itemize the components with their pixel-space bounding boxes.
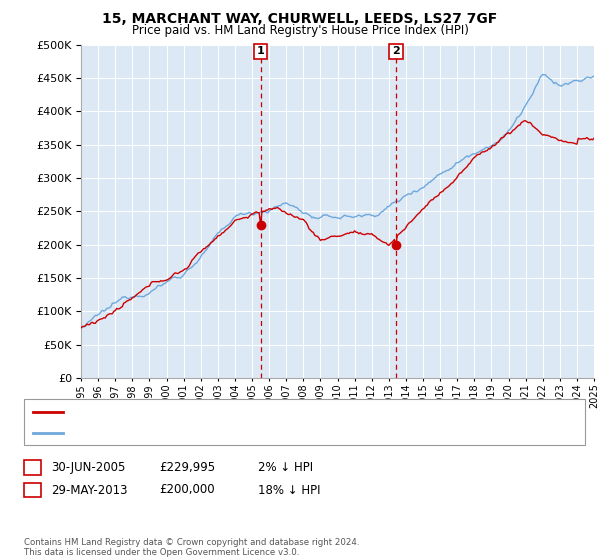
Text: 2: 2: [28, 483, 37, 497]
Text: 15, MARCHANT WAY, CHURWELL, LEEDS, LS27 7GF (detached house): 15, MARCHANT WAY, CHURWELL, LEEDS, LS27 …: [69, 407, 428, 417]
Text: 15, MARCHANT WAY, CHURWELL, LEEDS, LS27 7GF: 15, MARCHANT WAY, CHURWELL, LEEDS, LS27 …: [103, 12, 497, 26]
Text: Contains HM Land Registry data © Crown copyright and database right 2024.
This d: Contains HM Land Registry data © Crown c…: [24, 538, 359, 557]
Text: HPI: Average price, detached house, Leeds: HPI: Average price, detached house, Leed…: [69, 428, 292, 438]
Text: 30-JUN-2005: 30-JUN-2005: [51, 461, 125, 474]
Text: 1: 1: [28, 461, 37, 474]
Text: 1: 1: [257, 46, 265, 57]
Text: £200,000: £200,000: [159, 483, 215, 497]
Text: 2: 2: [392, 46, 400, 57]
Text: Price paid vs. HM Land Registry's House Price Index (HPI): Price paid vs. HM Land Registry's House …: [131, 24, 469, 36]
Text: 29-MAY-2013: 29-MAY-2013: [51, 483, 128, 497]
Text: 18% ↓ HPI: 18% ↓ HPI: [258, 483, 320, 497]
Text: 2% ↓ HPI: 2% ↓ HPI: [258, 461, 313, 474]
Text: £229,995: £229,995: [159, 461, 215, 474]
Bar: [260, 45, 396, 378]
